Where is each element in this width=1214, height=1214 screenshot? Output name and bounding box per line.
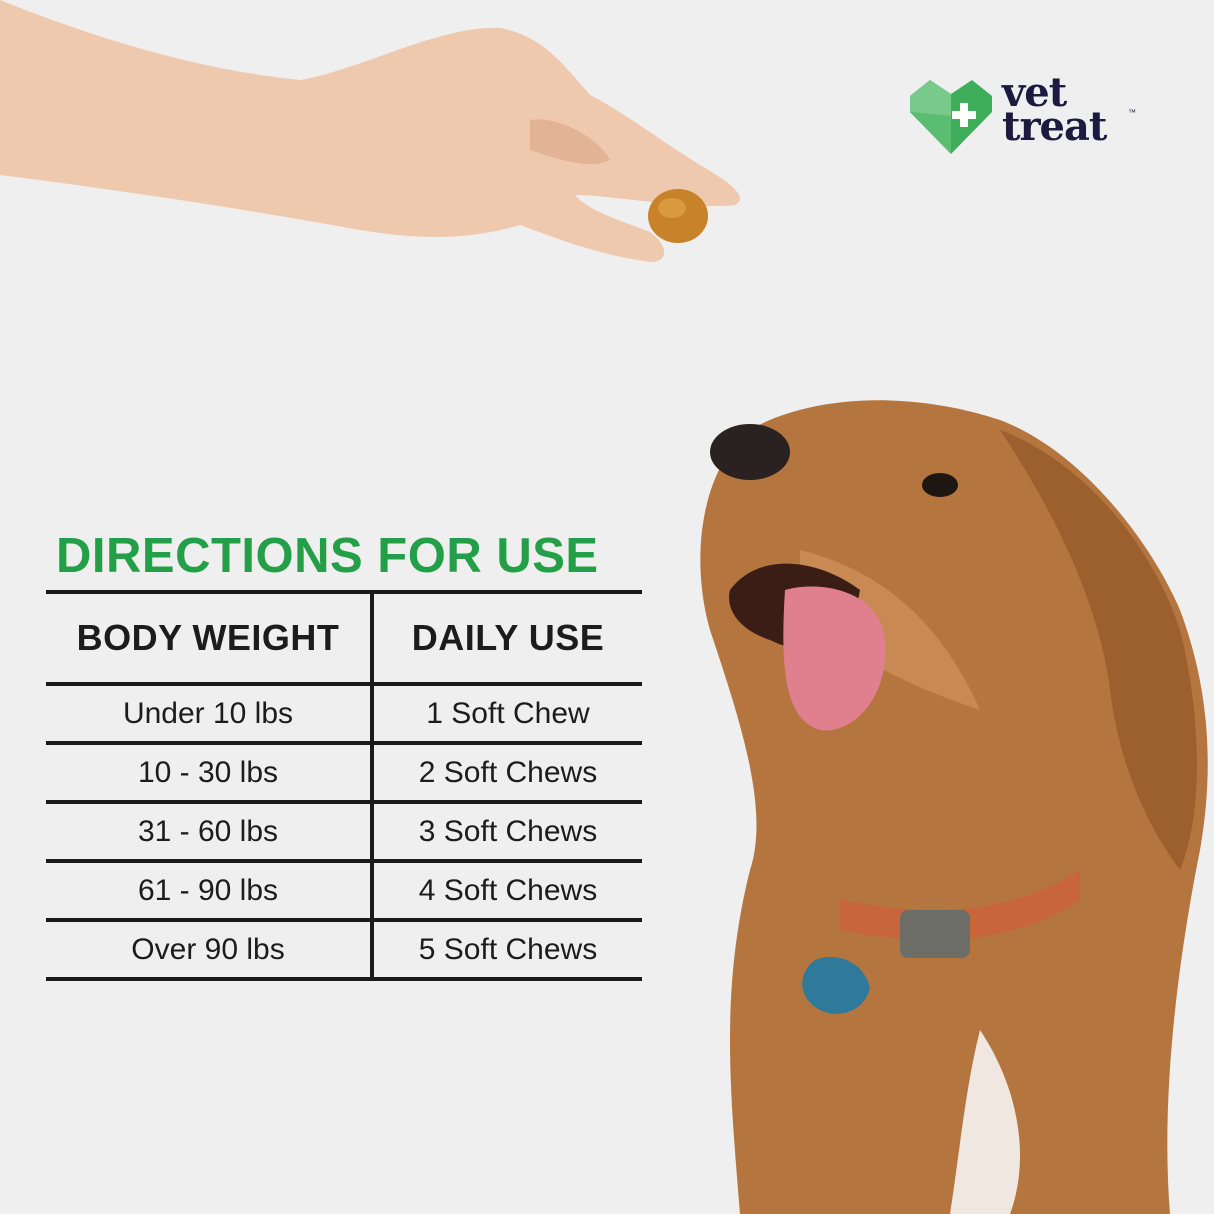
- dose-cell: 5 Soft Chews: [418, 932, 598, 966]
- weight-cell: 61 - 90 lbs: [46, 863, 374, 918]
- arm: [0, 0, 740, 262]
- dose-cell: 4 Soft Chews: [418, 873, 598, 907]
- heart-cross-icon: [910, 80, 992, 154]
- table-row: Under 10 lbs 1 Soft Chew: [46, 682, 642, 741]
- table-row: 61 - 90 lbs 4 Soft Chews: [46, 859, 642, 918]
- logo-text-treat: treat: [1002, 103, 1107, 150]
- dog-nose: [710, 424, 790, 480]
- trademark: ™: [1128, 108, 1136, 117]
- dog-tag: [802, 956, 870, 1014]
- header-body-weight: BODY WEIGHT: [46, 594, 374, 682]
- dose-cell: 1 Soft Chew: [426, 696, 590, 730]
- dog-eye: [922, 473, 958, 497]
- dog-photo: [700, 400, 1208, 1214]
- dosage-table: BODY WEIGHT DAILY USE Under 10 lbs 1 Sof…: [46, 590, 642, 981]
- weight-cell: Under 10 lbs: [46, 686, 374, 741]
- table-header-row: BODY WEIGHT DAILY USE: [46, 590, 642, 682]
- header-daily-use: DAILY USE: [411, 617, 605, 658]
- hand-holding-chew-photo: [0, 0, 740, 262]
- weight-cell: 31 - 60 lbs: [46, 804, 374, 859]
- table-row: 10 - 30 lbs 2 Soft Chews: [46, 741, 642, 800]
- dose-cell: 3 Soft Chews: [418, 814, 598, 848]
- weight-cell: Over 90 lbs: [46, 922, 374, 977]
- page-title: DIRECTIONS FOR USE: [56, 529, 599, 583]
- weight-cell: 10 - 30 lbs: [46, 745, 374, 800]
- dose-cell: 2 Soft Chews: [418, 755, 598, 789]
- table-row: Over 90 lbs 5 Soft Chews: [46, 918, 642, 981]
- logo-text-vet: vet: [1002, 69, 1067, 116]
- dog-tongue: [783, 586, 886, 731]
- dog-body: [700, 400, 1208, 1214]
- vet-treat-logo: vet treat ™: [906, 69, 1136, 156]
- table-row: 31 - 60 lbs 3 Soft Chews: [46, 800, 642, 859]
